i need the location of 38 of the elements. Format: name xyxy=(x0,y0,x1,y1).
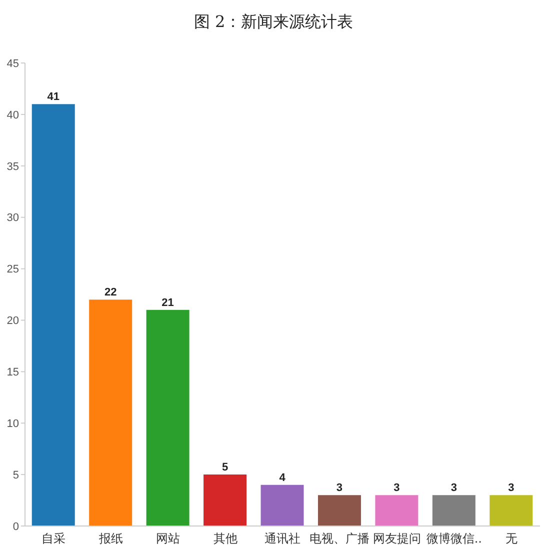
chart-title: 图 2：新闻来源统计表 xyxy=(192,12,354,33)
data-label: 22 xyxy=(104,286,117,299)
bar xyxy=(375,495,418,526)
y-tick-label: 10 xyxy=(6,418,19,430)
x-tick-label: 微博微信.. xyxy=(426,532,482,545)
bar xyxy=(432,495,476,526)
x-tick-label: 报纸 xyxy=(98,532,123,545)
bar xyxy=(490,495,533,526)
data-label: 3 xyxy=(450,482,457,494)
y-tick-label: 0 xyxy=(12,520,19,533)
y-tick-label: 15 xyxy=(6,366,19,379)
bar xyxy=(146,310,190,526)
x-tick-label: 自采 xyxy=(42,532,66,545)
data-label: 4 xyxy=(279,472,286,484)
data-label: 3 xyxy=(394,482,400,494)
data-label: 3 xyxy=(336,482,343,494)
data-label: 41 xyxy=(47,91,60,104)
y-tick-label: 25 xyxy=(6,264,19,276)
data-label: 3 xyxy=(508,482,514,494)
data-label: 21 xyxy=(162,296,174,309)
bar xyxy=(260,484,304,526)
y-tick-label: 20 xyxy=(6,315,19,328)
bar xyxy=(204,474,247,526)
x-tick-label: 网友提问 xyxy=(372,532,421,545)
bar xyxy=(318,495,361,526)
bar xyxy=(32,104,75,526)
x-tick-label: 其他 xyxy=(213,532,238,545)
x-tick-label: 电视、广播 xyxy=(310,532,370,545)
y-tick-label: 5 xyxy=(12,469,19,482)
y-tick-label: 35 xyxy=(6,160,19,173)
y-tick-label: 30 xyxy=(6,212,19,224)
y-tick-label: 45 xyxy=(6,58,19,70)
bar xyxy=(89,300,132,526)
x-tick-label: 通讯社 xyxy=(264,532,300,545)
x-tick-label: 无 xyxy=(505,532,518,545)
y-tick-label: 40 xyxy=(6,109,19,122)
data-label: 5 xyxy=(222,462,228,474)
x-tick-label: 网站 xyxy=(156,532,180,545)
